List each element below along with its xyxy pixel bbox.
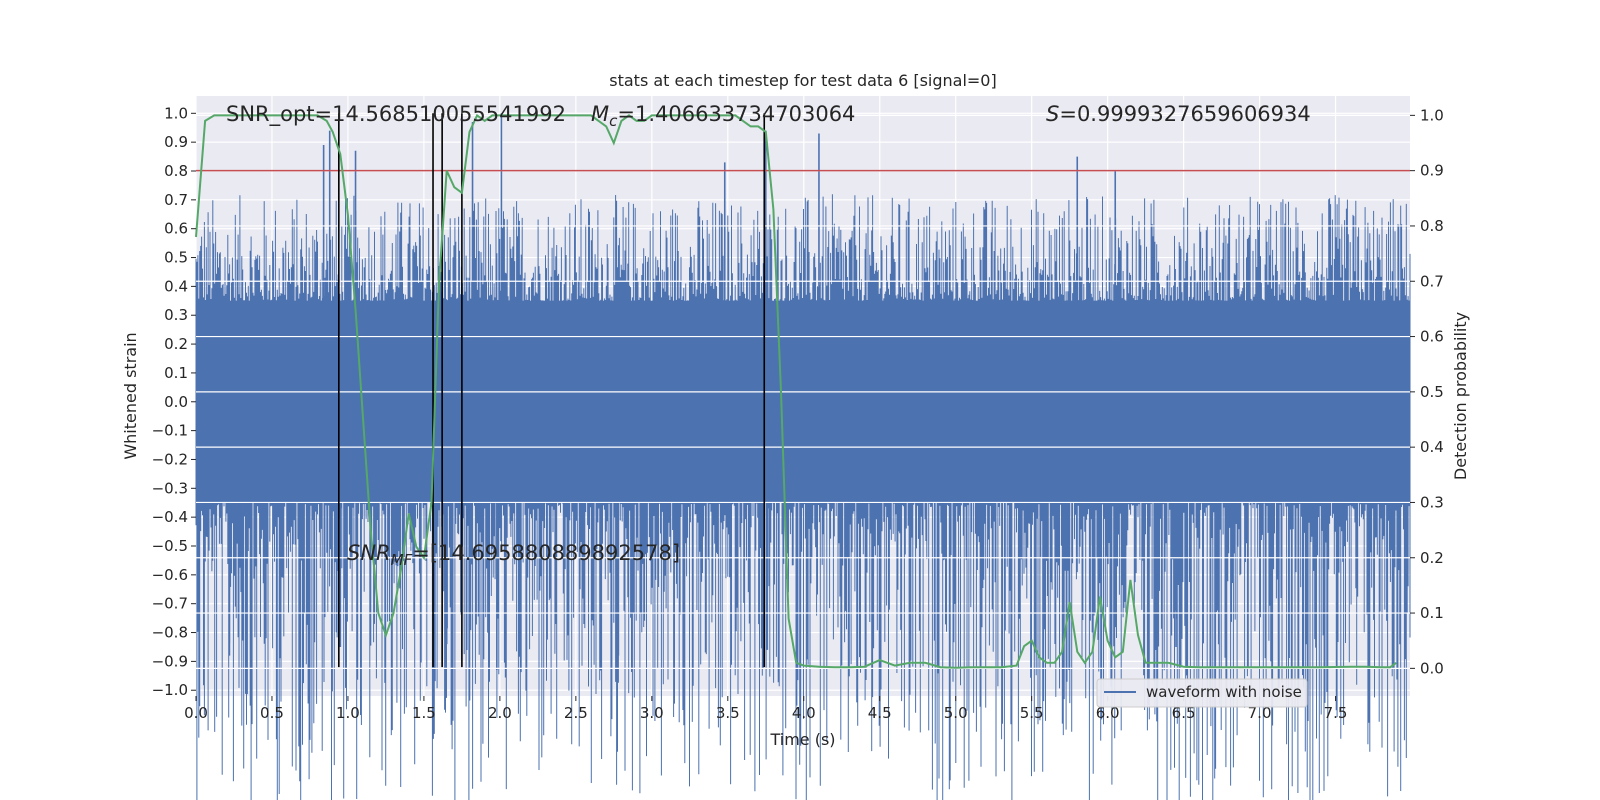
y-right-tick-label: 0.5 (1420, 383, 1444, 401)
x-axis-label: Time (s) (769, 730, 835, 749)
x-tick-label: 2.5 (564, 704, 588, 722)
y-tick-label: −0.5 (152, 537, 188, 555)
x-tick-label: 5.5 (1020, 704, 1044, 722)
y-right-tick-label: 0.3 (1420, 493, 1444, 511)
x-tick-label: 0.5 (260, 704, 284, 722)
x-tick-label: 0.0 (184, 704, 208, 722)
x-tick-label: 7.0 (1248, 704, 1272, 722)
x-tick-label: 3.5 (716, 704, 740, 722)
y-tick-label: 0.2 (164, 335, 188, 353)
y-right-tick-label: 0.2 (1420, 549, 1444, 567)
legend-box (1096, 678, 1308, 708)
y-right-tick-label: 0.9 (1420, 162, 1444, 180)
y-tick-label: −0.1 (152, 422, 188, 440)
y-tick-label: 0.8 (164, 162, 188, 180)
y-right-tick-label: 0.6 (1420, 328, 1444, 346)
legend: waveform with noise (1096, 678, 1308, 708)
y-tick-label: −0.4 (152, 508, 188, 526)
y-tick-label: 0.5 (164, 249, 188, 267)
annotation-snr-opt: SNR_opt=14.568510055541992 (226, 102, 566, 127)
detection-probability-line (195, 113, 1397, 669)
y-axis-label: Whitened strain (121, 332, 140, 459)
y-tick-label: 1.0 (164, 104, 188, 122)
y-right-tick-label: 0.1 (1420, 604, 1444, 622)
y-right-tick-label: 1.0 (1420, 106, 1444, 124)
x-tick-label: 4.5 (868, 704, 892, 722)
x-tick-label: 3.0 (640, 704, 664, 722)
x-tick-label: 6.0 (1096, 704, 1120, 722)
x-tick-label: 1.0 (336, 704, 360, 722)
annotation-chirp-mass: Mc=1.406633734703064 (591, 102, 855, 130)
x-axis-ticks: 0.0 0.5 1.0 1.5 2.0 2.5 3.0 3.5 4.0 4.5 5.0 5.5 6.0 6… (184, 696, 1347, 722)
y-right-tick-label: 0.7 (1420, 272, 1444, 290)
y-right-axis-label: Detection probability (1451, 312, 1470, 480)
y-tick-label: 0.6 (164, 220, 188, 238)
y-tick-label: −0.8 (152, 624, 188, 642)
y-tick-label: 0.3 (164, 306, 188, 324)
chart-title: stats at each timestep for test data 6 [… (609, 71, 996, 90)
x-tick-label: 5.0 (944, 704, 968, 722)
y-tick-label: −0.6 (152, 566, 188, 584)
annotation-s-value: S=0.9999327659606934 (1046, 102, 1311, 126)
waveform-series (195, 113, 1411, 800)
y-tick-label: −1.0 (152, 681, 188, 699)
legend-entry: waveform with noise (1146, 683, 1302, 701)
x-tick-label: 7.5 (1324, 704, 1348, 722)
x-tick-label: 2.0 (488, 704, 512, 722)
y-tick-label: 0.1 (164, 364, 188, 382)
trigger-lines (338, 113, 766, 668)
y-tick-label: 0.4 (164, 277, 188, 295)
x-tick-label: 4.0 (792, 704, 816, 722)
annotation-snr-mf: SNRMF=[14.695880889892578] (347, 541, 680, 569)
y-axis-ticks: 1.0 0.9 0.8 0.7 0.6 0.5 0.4 0.3 0.2 0.1 0.0 −0.1 −0.… (152, 104, 196, 699)
y-right-axis-ticks: 1.0 0.9 0.8 0.7 0.6 0.5 0.4 0.3 0.2 0.1 0.0 (1410, 106, 1444, 677)
y-tick-label: −0.2 (152, 450, 188, 468)
y-tick-label: 0.0 (164, 393, 188, 411)
y-tick-label: −0.3 (152, 479, 188, 497)
x-tick-label: 6.5 (1172, 704, 1196, 722)
y-right-tick-label: 0.0 (1420, 659, 1444, 677)
y-tick-label: 0.7 (164, 191, 188, 209)
y-tick-label: −0.9 (152, 652, 188, 670)
y-right-tick-label: 0.8 (1420, 217, 1444, 235)
y-right-tick-label: 0.4 (1420, 438, 1444, 456)
y-tick-label: −0.7 (152, 595, 188, 613)
y-tick-label: 0.9 (164, 133, 188, 151)
x-tick-label: 1.5 (412, 704, 436, 722)
